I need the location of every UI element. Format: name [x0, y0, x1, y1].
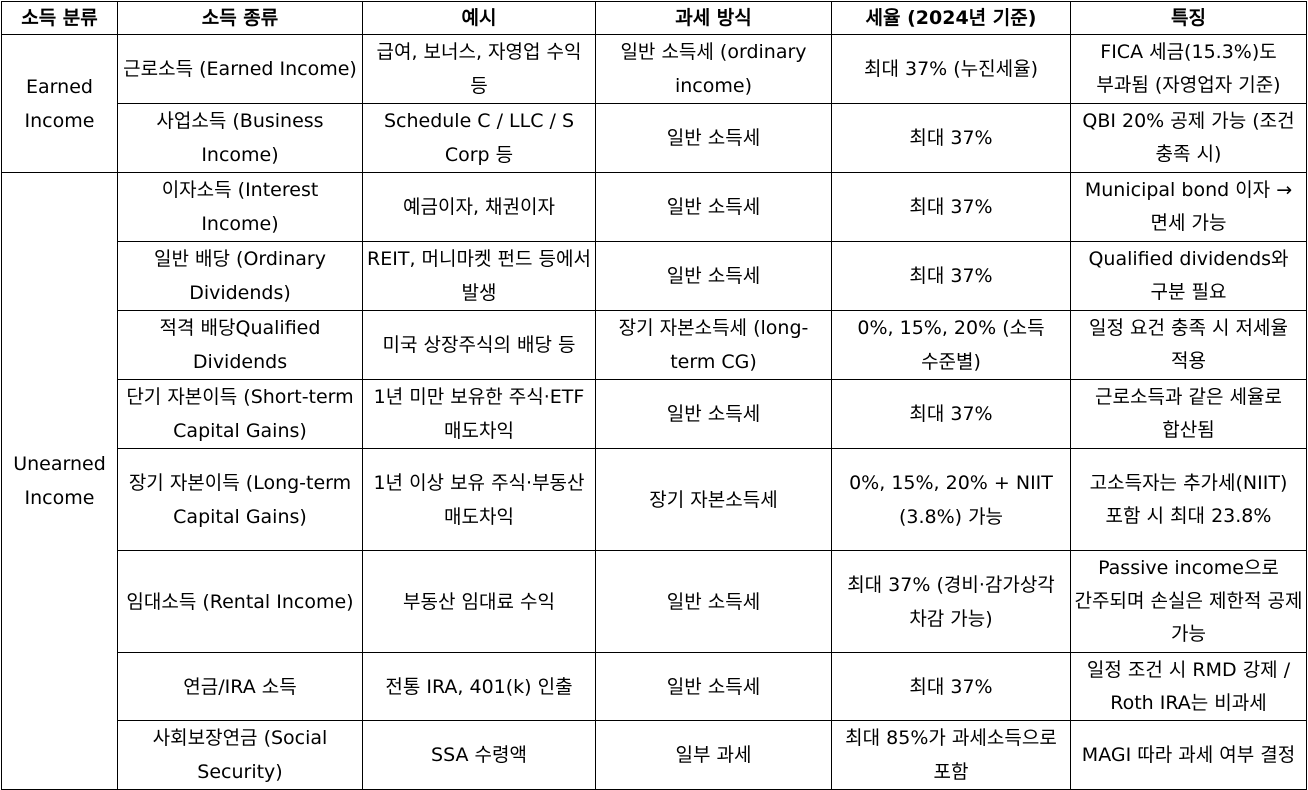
type-cell: 적격 배당Qualified Dividends	[117, 310, 363, 380]
header-type: 소득 종류	[117, 1, 363, 35]
example-cell: REIT, 머니마켓 펀드 등에서 발생	[362, 241, 596, 311]
method-cell: 일부 과세	[595, 720, 832, 790]
type-cell: 단기 자본이득 (Short-term Capital Gains)	[117, 379, 363, 449]
type-cell: 사업소득 (Business Income)	[117, 103, 363, 173]
header-example: 예시	[362, 1, 596, 35]
feature-cell: FICA 세금(15.3%)도 부과됨 (자영업자 기준)	[1070, 34, 1307, 104]
rate-cell: 최대 37%	[831, 241, 1071, 311]
table-row: 사업소득 (Business Income) Schedule C / LLC …	[2, 103, 1307, 173]
rate-cell: 최대 37% (경비·감가상각 차감 가능)	[831, 550, 1071, 653]
rate-cell: 0%, 15%, 20% (소득 수준별)	[831, 310, 1071, 380]
header-rate: 세율 (2024년 기준)	[831, 1, 1071, 35]
example-cell: 1년 미만 보유한 주식·ETF 매도차익	[362, 379, 596, 449]
header-row: 소득 분류 소득 종류 예시 과세 방식 세율 (2024년 기준) 특징	[1, 1, 1307, 35]
table-row: 적격 배당Qualified Dividends 미국 상장주식의 배당 등 장…	[2, 310, 1307, 380]
feature-cell: 일정 요건 충족 시 저세율 적용	[1070, 310, 1307, 380]
example-cell: 부동산 임대료 수익	[362, 550, 596, 653]
method-cell: 일반 소득세	[595, 103, 832, 173]
table-row: Earned Income 근로소득 (Earned Income) 급여, 보…	[1, 34, 1307, 173]
header-category: 소득 분류	[1, 1, 118, 35]
rate-cell: 최대 37%	[831, 652, 1071, 721]
method-cell: 장기 자본소득세 (long-term CG)	[595, 310, 832, 380]
type-cell: 사회보장연금 (Social Security)	[117, 720, 363, 790]
method-cell: 일반 소득세	[595, 550, 832, 653]
example-cell: 전통 IRA, 401(k) 인출	[362, 652, 596, 721]
feature-cell: Passive income으로 간주되며 손실은 제한적 공제 가능	[1070, 550, 1307, 653]
feature-cell: MAGI 따라 과세 여부 결정	[1070, 720, 1307, 790]
table-row: 단기 자본이득 (Short-term Capital Gains) 1년 미만…	[2, 379, 1307, 449]
feature-cell: Qualified dividends와 구분 필요	[1070, 241, 1307, 311]
example-cell: SSA 수령액	[362, 720, 596, 790]
type-cell: 연금/IRA 소득	[117, 652, 363, 721]
header-feature: 특징	[1070, 1, 1307, 35]
rate-cell: 최대 37% (누진세율)	[831, 34, 1071, 104]
category-cell: Earned Income	[1, 34, 118, 173]
example-cell: 1년 이상 보유 주식·부동산 매도차익	[362, 448, 596, 551]
table-row: Unearned Income 이자소득 (Interest Income) 예…	[1, 172, 1307, 790]
type-cell: 일반 배당 (Ordinary Dividends)	[117, 241, 363, 311]
method-cell: 일반 소득세	[595, 652, 832, 721]
type-cell: 임대소득 (Rental Income)	[117, 550, 363, 653]
type-cell: 장기 자본이득 (Long-term Capital Gains)	[117, 448, 363, 551]
type-cell: 근로소득 (Earned Income)	[117, 34, 363, 104]
method-cell: 일반 소득세	[595, 241, 832, 311]
feature-cell: Municipal bond 이자 → 면세 가능	[1070, 172, 1307, 242]
feature-cell: 근로소득과 같은 세율로 합산됨	[1070, 379, 1307, 449]
header-method: 과세 방식	[595, 1, 832, 35]
feature-cell: 일정 조건 시 RMD 강제 / Roth IRA는 비과세	[1070, 652, 1307, 721]
table-row: 사회보장연금 (Social Security) SSA 수령액 일부 과세 최…	[2, 720, 1307, 790]
example-cell: 예금이자, 채권이자	[362, 172, 596, 242]
table-row: 장기 자본이득 (Long-term Capital Gains) 1년 이상 …	[2, 448, 1307, 551]
feature-cell: 고소득자는 추가세(NIIT) 포함 시 최대 23.8%	[1070, 448, 1307, 551]
method-cell: 일반 소득세	[595, 379, 832, 449]
example-cell: 미국 상장주식의 배당 등	[362, 310, 596, 380]
example-cell: 급여, 보너스, 자영업 수익 등	[362, 34, 596, 104]
table-row: 임대소득 (Rental Income) 부동산 임대료 수익 일반 소득세 최…	[2, 550, 1307, 653]
method-cell: 일반 소득세	[595, 172, 832, 242]
rate-cell: 최대 37%	[831, 103, 1071, 173]
rate-cell: 최대 85%가 과세소득으로 포함	[831, 720, 1071, 790]
type-cell: 이자소득 (Interest Income)	[117, 172, 363, 242]
table-row: 연금/IRA 소득 전통 IRA, 401(k) 인출 일반 소득세 최대 37…	[2, 652, 1307, 721]
category-cell: Unearned Income	[1, 172, 118, 790]
rate-cell: 최대 37%	[831, 379, 1071, 449]
table-row: 일반 배당 (Ordinary Dividends) REIT, 머니마켓 펀드…	[2, 241, 1307, 311]
example-cell: Schedule C / LLC / S Corp 등	[362, 103, 596, 173]
method-cell: 장기 자본소득세	[595, 448, 832, 551]
method-cell: 일반 소득세 (ordinary income)	[595, 34, 832, 104]
feature-cell: QBI 20% 공제 가능 (조건 충족 시)	[1070, 103, 1307, 173]
rate-cell: 최대 37%	[831, 172, 1071, 242]
rate-cell: 0%, 15%, 20% + NIIT (3.8%) 가능	[831, 448, 1071, 551]
